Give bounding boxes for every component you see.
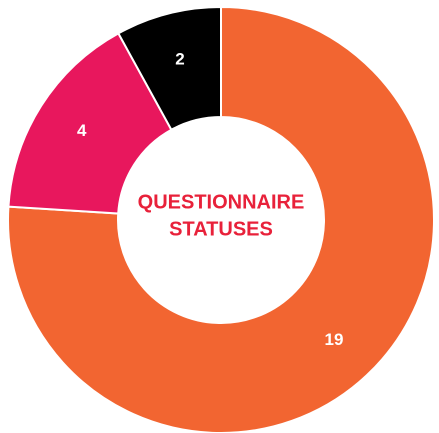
center-title: QUESTIONNAIRE <box>138 191 305 213</box>
donut-segment <box>7 5 435 433</box>
value-label: 4 <box>77 121 87 140</box>
value-label: 19 <box>324 330 343 349</box>
value-label: 2 <box>175 50 184 69</box>
center-title: STATUSES <box>169 218 273 240</box>
donut-segment <box>117 5 222 132</box>
donut-segment <box>7 31 173 215</box>
